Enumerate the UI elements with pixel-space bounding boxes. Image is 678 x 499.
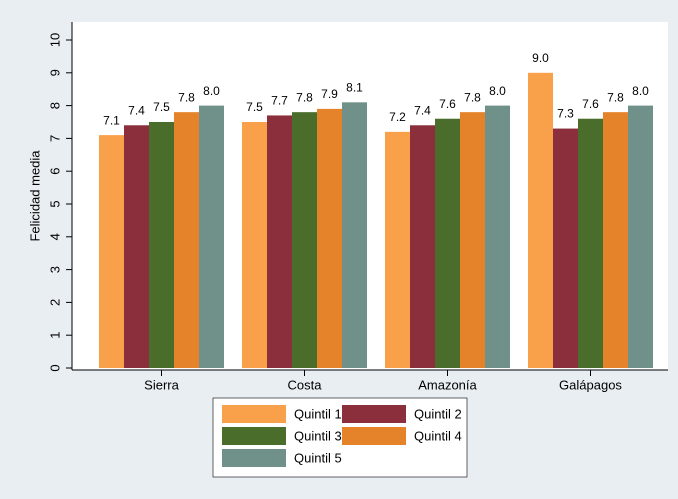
x-tick-label: Amazonía: [418, 377, 477, 392]
value-label: 7.3: [557, 107, 574, 121]
legend-label: Quintil 1: [294, 406, 342, 421]
bar: [317, 108, 342, 368]
legend-swatch: [222, 449, 286, 467]
value-label: 7.8: [464, 90, 481, 104]
value-label: 7.8: [607, 90, 624, 104]
value-label: 7.1: [103, 113, 120, 127]
bar: [385, 131, 410, 368]
y-tick-label: 1: [47, 332, 62, 339]
bar: [553, 128, 578, 368]
y-tick-label: 2: [47, 299, 62, 306]
bar: [435, 118, 460, 368]
bar: [99, 135, 124, 368]
value-label: 7.7: [271, 94, 288, 108]
value-label: 7.5: [246, 100, 263, 114]
bar: [410, 125, 435, 368]
y-tick-label: 7: [47, 135, 62, 142]
bar: [578, 118, 603, 368]
y-tick-label: 5: [47, 200, 62, 207]
y-tick-label: 9: [47, 69, 62, 76]
bar: [628, 105, 653, 368]
bar: [149, 122, 174, 368]
value-label: 7.5: [153, 100, 170, 114]
value-label: 7.8: [178, 90, 195, 104]
value-label: 8.0: [632, 84, 649, 98]
value-label: 7.6: [439, 97, 456, 111]
legend-label: Quintil 5: [294, 450, 342, 465]
bar: [242, 122, 267, 368]
y-axis-label: Felicidad media: [27, 150, 42, 242]
legend-label: Quintil 3: [294, 428, 342, 443]
legend-label: Quintil 2: [414, 406, 462, 421]
bar: [174, 112, 199, 368]
bar: [603, 112, 628, 368]
y-tick-label: 3: [47, 266, 62, 273]
value-label: 8.0: [203, 84, 220, 98]
bar: [485, 105, 510, 368]
bar: [292, 112, 317, 368]
y-tick-label: 8: [47, 102, 62, 109]
value-label: 9.0: [532, 51, 549, 65]
value-label: 8.1: [346, 80, 363, 94]
bar: [124, 125, 149, 368]
bar: [342, 102, 367, 368]
value-label: 7.9: [321, 87, 338, 101]
x-tick-label: Costa: [288, 377, 323, 392]
legend-swatch: [222, 405, 286, 423]
legend-swatch: [342, 405, 406, 423]
x-tick-label: Sierra: [144, 377, 179, 392]
y-tick-label: 10: [47, 33, 62, 47]
value-label: 7.4: [414, 103, 431, 117]
value-label: 7.6: [582, 97, 599, 111]
value-label: 8.0: [489, 84, 506, 98]
y-tick-label: 4: [47, 233, 62, 240]
legend-label: Quintil 4: [414, 428, 462, 443]
y-tick-label: 6: [47, 168, 62, 175]
value-label: 7.2: [389, 110, 406, 124]
x-tick-label: Galápagos: [559, 377, 622, 392]
legend-swatch: [222, 427, 286, 445]
bar: [528, 72, 553, 369]
bar: [199, 105, 224, 368]
value-label: 7.8: [296, 90, 313, 104]
y-tick-label: 0: [47, 364, 62, 371]
value-label: 7.4: [128, 103, 145, 117]
bar: [460, 112, 485, 368]
bar: [267, 115, 292, 368]
legend-swatch: [342, 427, 406, 445]
